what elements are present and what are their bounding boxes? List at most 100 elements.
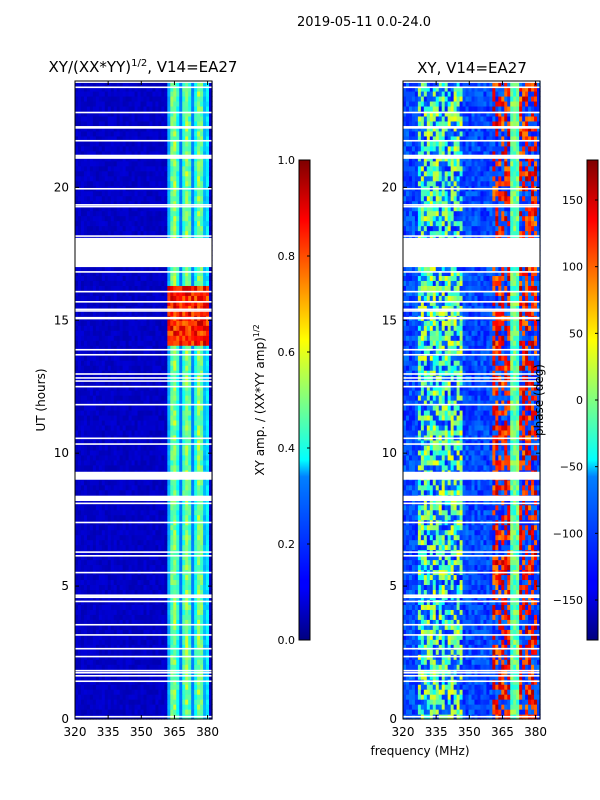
heatmap-cell [95,544,100,551]
heatmap-cell [86,310,91,316]
heatmap-cell [206,684,210,690]
heatmap-cell [197,504,201,511]
heatmap-cell [188,414,192,421]
heatmap-cell [203,360,207,366]
heatmap-cell [191,459,195,466]
heatmap-cell [203,499,207,506]
heatmap-cell [98,325,103,331]
heatmap-cell [137,449,142,456]
heatmap-cell [185,449,189,456]
heatmap-cell [110,564,115,571]
heatmap-cell [185,355,189,361]
heatmap-cell [161,300,165,306]
heatmap-cell [188,484,192,491]
heatmap-cell [146,699,151,705]
heatmap-cell [188,320,192,326]
heatmap-cell [191,484,195,491]
heatmap-cell [155,604,159,610]
heatmap-cell [161,509,165,516]
heatmap-cell [155,619,159,625]
heatmap-cell [107,230,112,237]
heatmap-cell [191,280,195,286]
heatmap-cell [140,574,145,581]
heatmap-cell [125,225,130,232]
heatmap-cell [110,524,115,531]
heatmap-cell [110,340,115,346]
heatmap-cell [194,669,198,675]
heatmap-cell [110,514,115,521]
heatmap-cell [167,265,171,271]
heatmap-cell [161,424,165,431]
heatmap-cell [146,689,151,695]
heatmap-cell [143,285,148,291]
heatmap-cell [77,674,82,680]
heatmap-cell [131,694,136,700]
heatmap-cell [140,689,145,695]
heatmap-cell [140,424,145,431]
heatmap-cell [206,330,210,336]
heatmap-cell [116,355,121,361]
heatmap-cell [206,699,210,705]
heatmap-cell [152,634,157,640]
heatmap-cell [92,275,97,281]
heatmap-cell [89,305,94,311]
heatmap-cell [191,604,195,610]
heatmap-cell [95,574,100,581]
heatmap-cell [146,559,151,566]
heatmap-cell [89,230,94,237]
heatmap-cell [107,484,112,491]
heatmap-cell [158,709,162,715]
heatmap-cell [206,464,210,471]
heatmap-cell [92,400,97,406]
heatmap-cell [113,365,118,371]
heatmap-cell [83,604,88,610]
heatmap-cell [146,360,151,366]
heatmap-cell [197,514,201,521]
heatmap-cell [107,310,112,316]
heatmap-cell [89,365,94,371]
heatmap-cell [92,529,97,536]
heatmap-cell [164,404,168,411]
heatmap-cell [89,220,94,227]
heatmap-cell [146,355,151,361]
heatmap-cell [92,484,97,491]
heatmap-cell [143,230,148,237]
heatmap-cell [146,275,151,281]
heatmap-cell [113,424,118,431]
heatmap-cell [206,320,210,326]
heatmap-cell [80,444,85,451]
heatmap-cell [128,524,133,531]
heatmap-cell [125,624,130,630]
heatmap-cell [194,624,198,630]
heatmap-cell [89,524,94,531]
heatmap-cell [146,524,151,531]
heatmap-cell [140,295,145,301]
heatmap-cell [152,674,157,680]
heatmap-cell [161,320,165,326]
heatmap-cell [188,225,192,232]
heatmap-cell [122,280,127,286]
heatmap-cell [137,534,142,541]
heatmap-cell [119,619,124,625]
heatmap-cell [131,554,136,561]
heatmap-cell [101,370,106,376]
heatmap-cell [173,409,177,416]
heatmap-cell [149,699,154,705]
heatmap-cell [86,419,91,426]
heatmap-cell [86,449,91,456]
heatmap-cell [113,449,118,456]
heatmap-cell [122,589,127,595]
heatmap-cell [200,664,204,670]
heatmap-cell [80,504,85,511]
heatmap-cell [77,559,82,566]
heatmap-cell [113,684,118,690]
heatmap-cell [146,624,151,630]
heatmap-cell [77,345,82,351]
heatmap-cell [185,330,189,336]
heatmap-cell [197,295,201,301]
heatmap-cell [101,539,106,546]
heatmap-cell [101,360,106,366]
heatmap-cell [143,424,148,431]
heatmap-cell [176,609,180,615]
heatmap-cell [92,395,97,401]
